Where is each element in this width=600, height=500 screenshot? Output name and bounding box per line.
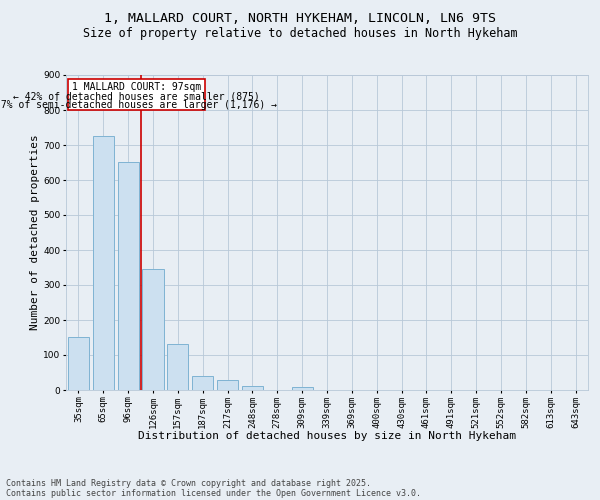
Bar <box>292 387 313 390</box>
Bar <box>242 386 263 390</box>
Text: Size of property relative to detached houses in North Hykeham: Size of property relative to detached ho… <box>83 28 517 40</box>
Y-axis label: Number of detached properties: Number of detached properties <box>31 134 40 330</box>
Bar <box>118 162 139 390</box>
Text: Contains HM Land Registry data © Crown copyright and database right 2025.: Contains HM Land Registry data © Crown c… <box>6 478 371 488</box>
Bar <box>142 269 164 390</box>
Text: 1 MALLARD COURT: 97sqm: 1 MALLARD COURT: 97sqm <box>72 82 201 92</box>
FancyBboxPatch shape <box>68 79 205 110</box>
Text: 57% of semi-detached houses are larger (1,176) →: 57% of semi-detached houses are larger (… <box>0 100 277 110</box>
Text: 1, MALLARD COURT, NORTH HYKEHAM, LINCOLN, LN6 9TS: 1, MALLARD COURT, NORTH HYKEHAM, LINCOLN… <box>104 12 496 26</box>
Bar <box>192 376 213 390</box>
Bar <box>167 344 188 390</box>
X-axis label: Distribution of detached houses by size in North Hykeham: Distribution of detached houses by size … <box>138 430 516 440</box>
Bar <box>217 380 238 390</box>
Bar <box>68 337 89 390</box>
Text: ← 42% of detached houses are smaller (875): ← 42% of detached houses are smaller (87… <box>13 91 260 101</box>
Text: Contains public sector information licensed under the Open Government Licence v3: Contains public sector information licen… <box>6 488 421 498</box>
Bar <box>93 136 114 390</box>
